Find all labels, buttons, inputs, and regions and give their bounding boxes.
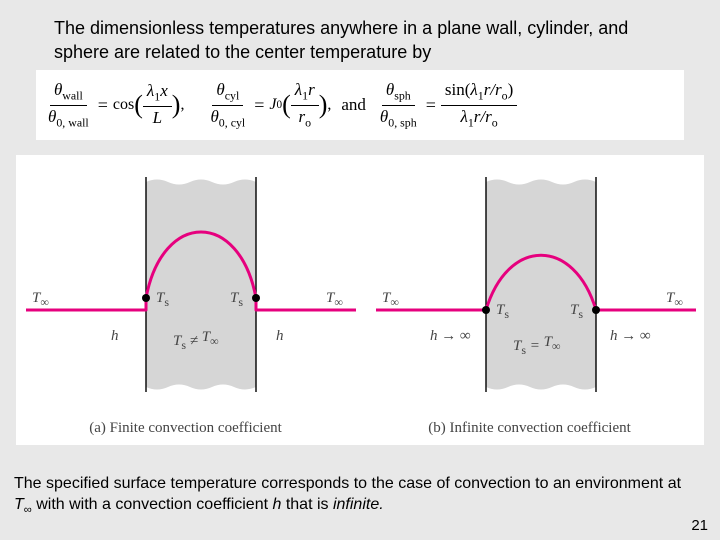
caption-a: (a) Finite convection coefficient bbox=[89, 420, 282, 437]
svg-text:h: h bbox=[111, 328, 119, 344]
eq-sph: θsph θ0, sph = sin(λ1r/ro) λ1r/ro bbox=[376, 81, 517, 129]
svg-text:h → ∞: h → ∞ bbox=[610, 328, 651, 344]
svg-text:T∞: T∞ bbox=[326, 290, 343, 309]
equations-block: θwall θ0, wall = cos ( λ1x L ), θcyl θ0,… bbox=[36, 70, 684, 140]
svg-text:h: h bbox=[276, 328, 284, 344]
and-text: and bbox=[341, 95, 366, 115]
svg-text:h → ∞: h → ∞ bbox=[430, 328, 471, 344]
page-number: 21 bbox=[691, 517, 708, 534]
footer-paragraph: The specified surface temperature corres… bbox=[14, 474, 694, 518]
figure-panel: T∞T∞TsTshhTs ≠ T∞T∞T∞TsTsh → ∞h → ∞Ts = … bbox=[16, 155, 704, 445]
intro-text: The dimensionless temperatures anywhere … bbox=[54, 18, 628, 62]
svg-text:T∞: T∞ bbox=[32, 290, 49, 309]
svg-text:T∞: T∞ bbox=[666, 290, 683, 309]
svg-text:T∞: T∞ bbox=[382, 290, 399, 309]
eq-wall: θwall θ0, wall = cos ( λ1x L ), bbox=[44, 81, 184, 129]
intro-paragraph: The dimensionless temperatures anywhere … bbox=[54, 16, 634, 65]
eq-cyl: θcyl θ0, cyl = J0 ( λ1r ro ), bbox=[206, 81, 331, 129]
caption-b: (b) Infinite convection coefficient bbox=[428, 420, 631, 437]
figure-svg: T∞T∞TsTshhTs ≠ T∞T∞T∞TsTsh → ∞h → ∞Ts = … bbox=[16, 155, 704, 415]
